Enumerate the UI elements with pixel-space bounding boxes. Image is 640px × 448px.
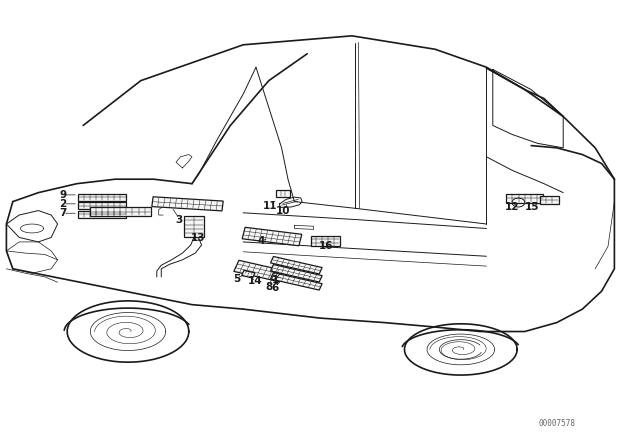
Text: 9: 9 <box>59 190 67 200</box>
Text: 15: 15 <box>525 202 540 212</box>
FancyBboxPatch shape <box>79 202 127 209</box>
FancyBboxPatch shape <box>234 260 285 282</box>
FancyBboxPatch shape <box>271 265 322 282</box>
FancyBboxPatch shape <box>540 196 559 204</box>
FancyBboxPatch shape <box>271 257 322 274</box>
Text: 6: 6 <box>271 283 279 293</box>
FancyBboxPatch shape <box>242 271 255 278</box>
FancyBboxPatch shape <box>79 194 127 201</box>
Text: 16: 16 <box>319 241 333 251</box>
Text: 8: 8 <box>265 282 273 292</box>
Text: 12: 12 <box>505 202 519 212</box>
FancyBboxPatch shape <box>276 190 290 197</box>
Text: 3: 3 <box>175 215 183 224</box>
Text: 5: 5 <box>233 274 241 284</box>
FancyBboxPatch shape <box>271 273 322 290</box>
Text: 13: 13 <box>191 233 205 243</box>
FancyBboxPatch shape <box>184 216 204 237</box>
Text: 14: 14 <box>248 276 262 286</box>
Text: 11: 11 <box>263 201 277 211</box>
Text: 10: 10 <box>276 206 290 215</box>
Text: 7: 7 <box>59 208 67 218</box>
FancyBboxPatch shape <box>506 194 543 203</box>
Text: 4: 4 <box>257 236 265 246</box>
FancyBboxPatch shape <box>152 197 223 211</box>
FancyBboxPatch shape <box>311 236 339 246</box>
Text: 2: 2 <box>59 199 67 209</box>
FancyBboxPatch shape <box>90 207 151 216</box>
Text: 00007578: 00007578 <box>538 419 575 428</box>
FancyBboxPatch shape <box>242 227 302 246</box>
FancyBboxPatch shape <box>79 211 127 218</box>
Text: 1: 1 <box>271 275 279 285</box>
